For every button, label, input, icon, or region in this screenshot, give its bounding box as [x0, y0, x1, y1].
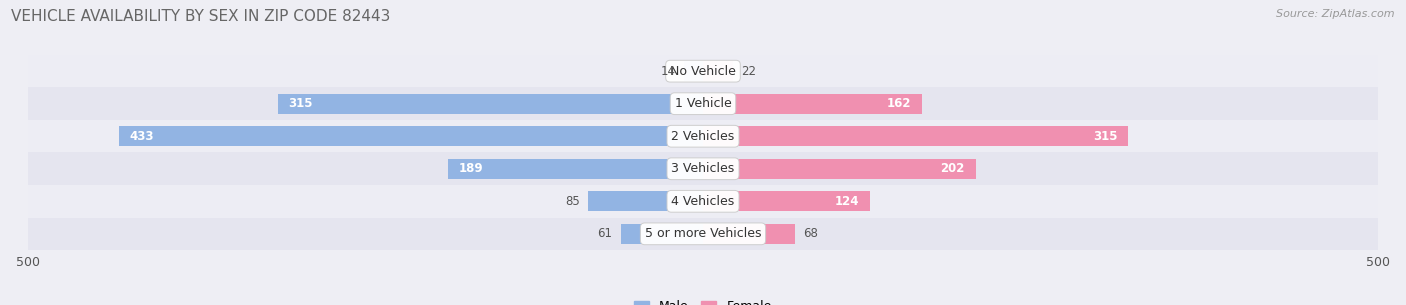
- Bar: [685, 61, 703, 81]
- Text: No Vehicle: No Vehicle: [671, 65, 735, 78]
- Text: 68: 68: [803, 227, 818, 240]
- Text: 5 or more Vehicles: 5 or more Vehicles: [645, 227, 761, 240]
- Bar: [28, 120, 1378, 152]
- Text: 14: 14: [661, 65, 676, 78]
- Bar: [588, 191, 703, 211]
- Text: 2 Vehicles: 2 Vehicles: [672, 130, 734, 143]
- Bar: [703, 61, 733, 81]
- Text: 1 Vehicle: 1 Vehicle: [675, 97, 731, 110]
- Text: 433: 433: [129, 130, 153, 143]
- Text: 61: 61: [598, 227, 613, 240]
- Bar: [703, 126, 1128, 146]
- Bar: [703, 191, 870, 211]
- Bar: [118, 126, 703, 146]
- Bar: [28, 185, 1378, 217]
- Text: 85: 85: [565, 195, 581, 208]
- Text: 315: 315: [288, 97, 314, 110]
- Text: 315: 315: [1092, 130, 1118, 143]
- Bar: [28, 217, 1378, 250]
- Bar: [28, 88, 1378, 120]
- Text: 124: 124: [835, 195, 859, 208]
- Text: 202: 202: [941, 162, 965, 175]
- Bar: [703, 224, 794, 244]
- Text: 3 Vehicles: 3 Vehicles: [672, 162, 734, 175]
- Legend: Male, Female: Male, Female: [630, 295, 776, 305]
- Bar: [28, 55, 1378, 88]
- Text: 22: 22: [741, 65, 756, 78]
- Text: 4 Vehicles: 4 Vehicles: [672, 195, 734, 208]
- Text: 162: 162: [886, 97, 911, 110]
- Text: Source: ZipAtlas.com: Source: ZipAtlas.com: [1277, 9, 1395, 19]
- Bar: [278, 94, 703, 114]
- Bar: [620, 224, 703, 244]
- Bar: [703, 159, 976, 179]
- Text: 189: 189: [458, 162, 484, 175]
- Bar: [449, 159, 703, 179]
- Bar: [28, 152, 1378, 185]
- Text: VEHICLE AVAILABILITY BY SEX IN ZIP CODE 82443: VEHICLE AVAILABILITY BY SEX IN ZIP CODE …: [11, 9, 391, 24]
- Bar: [703, 94, 922, 114]
